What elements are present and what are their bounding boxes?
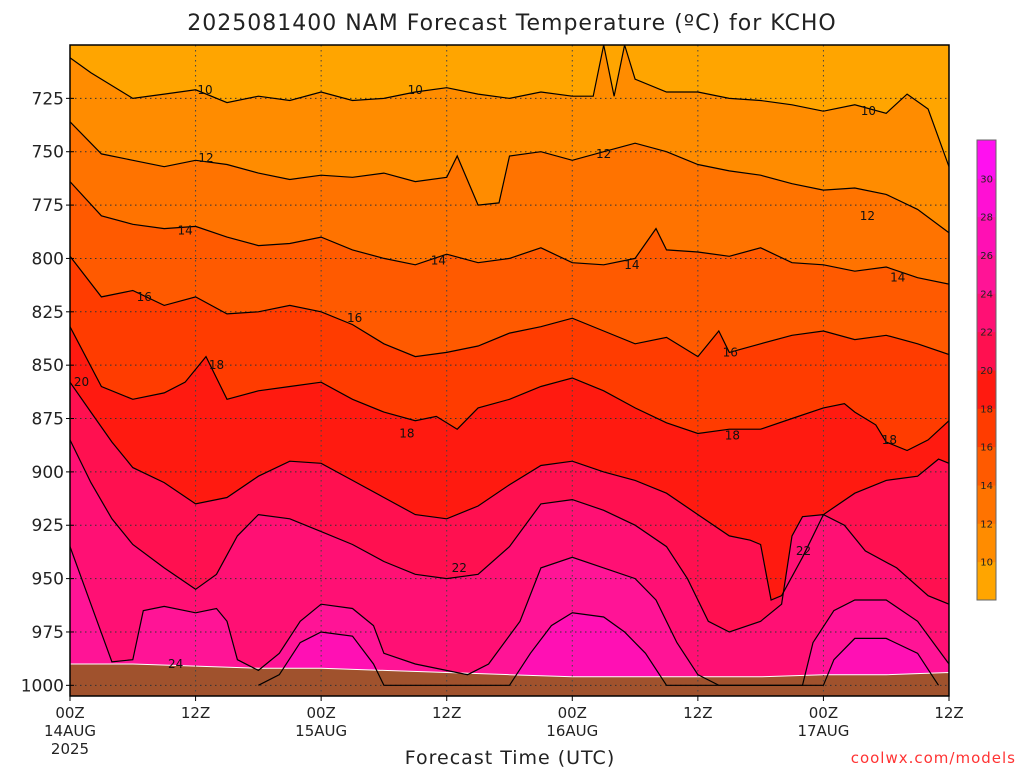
isotherm-lines — [70, 45, 949, 686]
colorbar-swatch — [977, 178, 996, 218]
colorbar-swatch — [977, 446, 996, 486]
x-tick-label: 12Z — [181, 704, 210, 722]
isotherm-label: 14 — [431, 254, 446, 268]
colorbar-frame — [976, 139, 997, 601]
y-tick-label: 725 — [32, 89, 64, 109]
isotherm-16 — [70, 255, 949, 358]
colorbar-label: 22 — [980, 328, 993, 339]
isotherm-10 — [70, 45, 949, 167]
temperature-fill-layer — [70, 45, 949, 696]
y-tick-label: 975 — [32, 623, 64, 643]
fill-band-26 — [258, 612, 939, 696]
y-tick-label: 900 — [32, 463, 64, 483]
isotherm-22 — [70, 439, 949, 633]
x-tick-year: 2025 — [51, 740, 89, 758]
x-tick-label: 00Z — [558, 704, 587, 722]
colorbar-swatch — [977, 293, 996, 333]
colorbar-label: 24 — [980, 289, 993, 300]
y-tick-label: 925 — [32, 516, 64, 536]
isotherm-label: 14 — [177, 224, 192, 238]
colorbar-swatch — [977, 485, 996, 524]
x-tick-date: 15AUG — [295, 722, 347, 740]
isotherm-label: 16 — [347, 311, 362, 325]
colorbar-label: 12 — [980, 519, 993, 530]
credit-text: coolwx.com/models — [851, 749, 1016, 767]
y-axis: 725 750 775 800 825 850 875 900 925 950 975 1000 — [21, 89, 74, 696]
isotherm-label: 10 — [197, 83, 212, 97]
x-tick-label: 00Z — [306, 704, 335, 722]
isotherm-label: 14 — [890, 271, 905, 285]
colorbar-swatch — [977, 255, 996, 294]
colorbar-label: 20 — [980, 366, 993, 377]
ground-area — [70, 663, 949, 696]
colorbar-swatch — [977, 140, 996, 179]
colorbar-label: 18 — [980, 404, 993, 415]
y-tick-label: 875 — [32, 410, 64, 430]
colorbar: 10 12 14 16 18 20 22 24 26 28 30 — [976, 139, 997, 601]
isotherm-14 — [70, 181, 949, 285]
colorbar-label: 16 — [980, 443, 993, 454]
colorbar-swatch — [977, 561, 996, 601]
colorbar-swatch — [977, 523, 996, 563]
x-tick-label: 12Z — [934, 704, 963, 722]
x-tick-date: 14AUG — [44, 722, 96, 740]
isotherm-label: 24 — [168, 657, 183, 671]
isotherm-label: 12 — [198, 151, 213, 165]
isotherm-label: 10 — [861, 104, 876, 118]
y-tick-label: 750 — [32, 143, 64, 163]
isotherm-24 — [70, 546, 949, 686]
x-tick-date: 17AUG — [797, 722, 849, 740]
y-tick-label: 850 — [32, 356, 64, 376]
ground-layer — [70, 663, 949, 696]
y-tick-label: 825 — [32, 303, 64, 323]
isotherm-label: 22 — [796, 544, 811, 558]
colorbar-label: 28 — [980, 213, 993, 224]
isotherm-26 — [258, 612, 940, 686]
isotherm-label: 14 — [624, 258, 639, 272]
colorbar-label: 30 — [980, 174, 993, 185]
isotherm-label: 18 — [882, 433, 897, 447]
isotherm-12 — [70, 121, 949, 234]
isotherm-label: 22 — [452, 561, 467, 575]
x-tick-label: 12Z — [432, 704, 461, 722]
isotherm-labels: 10 10 10 12 12 12 14 14 14 14 16 16 16 18 18 18 18 20 22 22… — [74, 83, 905, 671]
chart-title: 2025081400 NAM Forecast Temperature (ºC)… — [187, 11, 836, 36]
y-tick-label: 800 — [32, 249, 64, 269]
isotherm-18 — [70, 326, 949, 452]
colorbar-swatch — [977, 331, 996, 371]
x-tick-label: 00Z — [55, 704, 84, 722]
y-tick-label: 1000 — [21, 676, 64, 696]
isotherm-label: 12 — [860, 209, 875, 223]
y-tick-label: 775 — [32, 196, 64, 216]
isotherm-label: 16 — [723, 345, 738, 359]
colorbar-label: 14 — [980, 481, 993, 492]
colorbar-label: 26 — [980, 251, 993, 262]
isotherm-20 — [70, 381, 949, 601]
isotherm-label: 18 — [399, 426, 414, 440]
isotherm-label: 16 — [137, 290, 152, 304]
isotherm-label: 10 — [408, 83, 423, 97]
isotherm-label: 18 — [725, 429, 740, 443]
colorbar-swatch — [977, 216, 996, 256]
colorbar-label: 10 — [980, 558, 993, 569]
plot-frame — [69, 44, 950, 697]
colorbar-swatch — [977, 408, 996, 448]
isotherm-label: 12 — [596, 147, 611, 161]
x-tick-label: 12Z — [683, 704, 712, 722]
isotherm-label: 18 — [209, 358, 224, 372]
x-tick-label: 00Z — [809, 704, 838, 722]
y-tick-label: 950 — [32, 570, 64, 590]
x-axis-label: Forecast Time (UTC) — [405, 747, 615, 768]
colorbar-swatch — [977, 370, 996, 409]
x-tick-date: 16AUG — [546, 722, 598, 740]
isotherm-label: 20 — [74, 375, 89, 389]
